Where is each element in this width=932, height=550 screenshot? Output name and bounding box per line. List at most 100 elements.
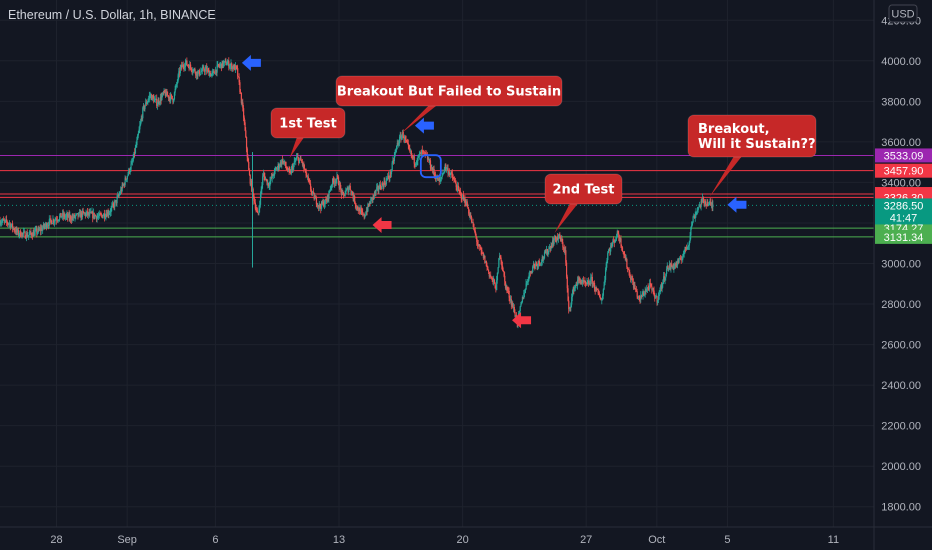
currency-button[interactable]: USD (888, 4, 918, 23)
candle-body (571, 293, 574, 298)
candle-body (17, 230, 20, 235)
candle-body (152, 95, 154, 98)
candle-body (153, 97, 155, 102)
candle-body (529, 271, 531, 276)
candle-body (608, 249, 610, 251)
candle-body (70, 219, 73, 221)
candle-body (428, 159, 430, 163)
candle-body (168, 97, 170, 99)
countdown-label: 41:47 (890, 212, 918, 224)
candle-body (171, 95, 173, 99)
candle-body (668, 264, 671, 269)
candle-body (126, 176, 128, 180)
candle-body (290, 168, 293, 174)
arrow-marker[interactable] (372, 216, 392, 233)
candle-body (62, 213, 64, 217)
candle-body (549, 247, 551, 249)
candle-body (327, 195, 329, 199)
candle-body (307, 176, 309, 178)
candle-body (253, 194, 255, 201)
candle-body (40, 228, 42, 231)
candle-body (496, 280, 498, 291)
candle-body (674, 264, 677, 266)
symbol-title[interactable]: Ethereum / U.S. Dollar, 1h, BINANCE (8, 8, 216, 22)
arrow-marker[interactable] (414, 117, 434, 134)
candle-body (344, 193, 346, 196)
candle-body (464, 198, 466, 204)
candle-body (85, 213, 87, 216)
candle-body (6, 219, 8, 222)
candle-body (407, 143, 410, 146)
candle-body (194, 69, 196, 73)
candle-body (131, 161, 133, 165)
candle-body (110, 208, 112, 213)
candle-body (478, 245, 480, 247)
candle-body (88, 212, 90, 215)
candle-body (10, 225, 12, 228)
candle-body (180, 65, 182, 68)
callout-first-test[interactable]: 1st Test (270, 107, 346, 159)
candle-body (34, 231, 36, 236)
candle-body (599, 293, 601, 298)
candle-body (209, 72, 211, 76)
candle-body (76, 213, 78, 215)
candle-body (680, 259, 682, 261)
candle-body (188, 66, 190, 70)
candle-body (112, 203, 114, 205)
candle-body (513, 306, 515, 313)
candle-body (251, 180, 253, 192)
candle-body (707, 202, 709, 206)
arrow-marker[interactable] (727, 196, 747, 213)
candle-body (45, 223, 48, 228)
highlight-box[interactable] (419, 154, 442, 179)
candle-body (371, 197, 373, 199)
candle-body (56, 220, 59, 222)
candle-body (538, 260, 540, 263)
candle-body (218, 65, 220, 67)
candle-body (31, 233, 33, 236)
arrow-marker[interactable] (512, 312, 532, 329)
callout-breakout-sustain[interactable]: Breakout,Will it Sustain?? (687, 114, 817, 197)
candle-body (340, 184, 342, 189)
callout-breakout-failed[interactable]: Breakout But Failed to Sustain (335, 75, 563, 134)
candle-body (397, 142, 399, 145)
candle-body (501, 260, 503, 266)
arrow-marker[interactable] (241, 54, 261, 71)
candle-body (612, 240, 614, 244)
candle-body (623, 251, 625, 255)
candle-body (446, 168, 448, 170)
candle-body (483, 255, 485, 259)
candle-body (499, 255, 501, 258)
candle-body (434, 174, 436, 176)
candle-body (451, 173, 454, 178)
candle-body (656, 296, 658, 303)
candle-body (314, 197, 316, 200)
candle-body (295, 157, 298, 160)
candle-body (134, 151, 136, 154)
candle-body (521, 297, 524, 303)
candle-body (613, 240, 616, 243)
candle-body (497, 267, 499, 273)
candle-body (470, 216, 472, 218)
callout-second-test[interactable]: 2nd Test (544, 173, 623, 234)
price-tick-label: 2400.00 (881, 380, 921, 392)
candle-body (89, 211, 92, 213)
candle-body (418, 155, 420, 157)
price-tick-label: 3600.00 (881, 137, 921, 149)
candle-body (334, 181, 336, 184)
time-axis[interactable]: 28 Sep 6 13 20 27 Oct 5 11 (50, 534, 839, 546)
candle-body (310, 189, 312, 193)
candle-body (356, 206, 358, 208)
candle-body (658, 291, 660, 297)
candle-body (74, 216, 76, 218)
candle-body (255, 208, 257, 210)
candle-body (3, 220, 6, 222)
candle-body (293, 164, 295, 170)
candle-body (550, 245, 552, 250)
candle-body (237, 68, 239, 77)
candle-body (461, 198, 463, 200)
candle-body (454, 179, 456, 181)
candle-body (59, 215, 61, 220)
candle-body (396, 142, 398, 146)
